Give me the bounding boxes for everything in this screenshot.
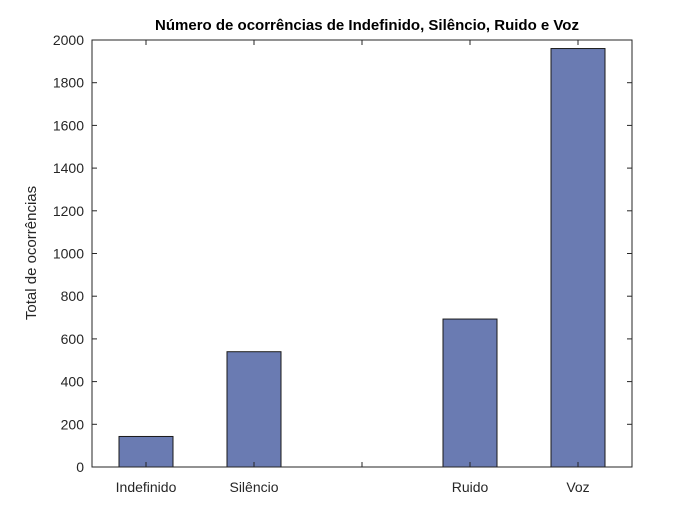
bar-ruido: [442, 318, 498, 468]
x-tick-label: Voz: [566, 479, 589, 495]
x-tick-label: Silêncio: [229, 479, 278, 495]
y-tick-label: 600: [61, 331, 85, 347]
y-tick-label: 200: [61, 416, 85, 432]
y-tick-label: 1400: [53, 160, 84, 176]
y-tick-label: 1000: [53, 246, 84, 262]
plot-area: 0 200 400 600 800 1000 1200 1400 1600 1800 2000 Ind…: [53, 32, 633, 495]
bar-voz: [550, 48, 606, 468]
y-tick-label: 400: [61, 374, 85, 390]
y-axis-label: Total de ocorrências: [23, 186, 40, 320]
chart-title: Número de ocorrências de Indefinido, Sil…: [155, 17, 579, 34]
bar-indefinido: [118, 435, 174, 468]
y-tick-label: 0: [76, 459, 84, 475]
bar-silêncio: [226, 351, 282, 468]
y-tick-label: 1800: [53, 75, 84, 91]
y-tick-label: 800: [61, 288, 85, 304]
y-tick-label: 1600: [53, 117, 84, 133]
y-tick-label: 2000: [53, 32, 84, 48]
x-tick-label: Ruido: [452, 479, 489, 495]
x-tick-label: Indefinido: [116, 479, 177, 495]
y-tick-label: 1200: [53, 203, 84, 219]
